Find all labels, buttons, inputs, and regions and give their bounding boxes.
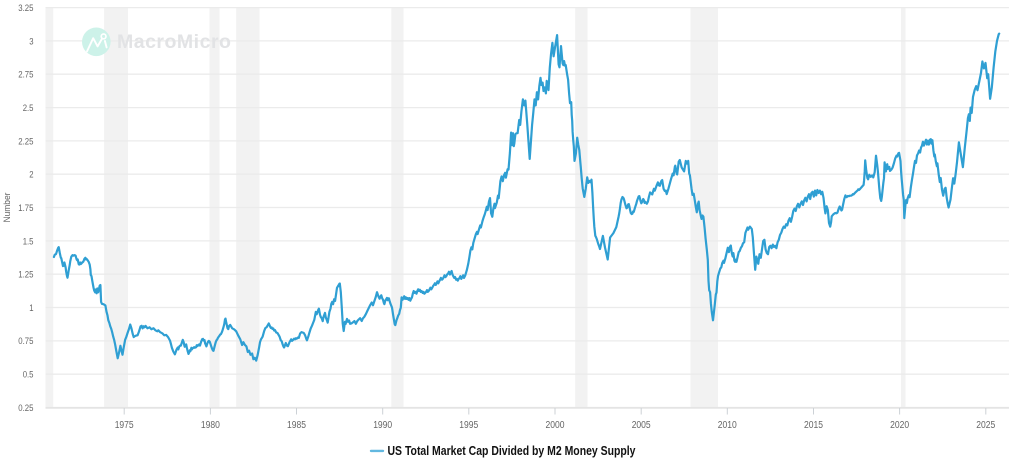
svg-text:1985: 1985 bbox=[287, 420, 306, 431]
svg-text:1.75: 1.75 bbox=[18, 203, 33, 213]
svg-text:1995: 1995 bbox=[459, 420, 478, 431]
svg-text:2020: 2020 bbox=[890, 420, 910, 431]
svg-text:1980: 1980 bbox=[201, 420, 221, 431]
svg-text:2005: 2005 bbox=[632, 420, 651, 431]
svg-text:0.25: 0.25 bbox=[18, 403, 33, 413]
svg-text:1.5: 1.5 bbox=[23, 236, 34, 246]
svg-text:US Total Market Cap Divided by: US Total Market Cap Divided by M2 Money … bbox=[388, 443, 637, 458]
svg-text:2010: 2010 bbox=[718, 420, 738, 431]
svg-text:2.5: 2.5 bbox=[23, 103, 34, 113]
svg-text:Number: Number bbox=[2, 193, 12, 223]
svg-text:0.75: 0.75 bbox=[18, 336, 33, 346]
svg-text:2: 2 bbox=[29, 170, 33, 180]
svg-text:2.25: 2.25 bbox=[18, 136, 33, 146]
svg-text:0.5: 0.5 bbox=[23, 370, 34, 380]
svg-text:2000: 2000 bbox=[546, 420, 566, 431]
svg-text:2015: 2015 bbox=[804, 420, 823, 431]
svg-text:1.25: 1.25 bbox=[18, 270, 33, 280]
svg-text:1: 1 bbox=[29, 303, 33, 313]
svg-text:MacroMicro: MacroMicro bbox=[117, 31, 231, 53]
svg-text:3.25: 3.25 bbox=[18, 3, 33, 13]
svg-text:3: 3 bbox=[29, 36, 33, 46]
svg-text:2.75: 2.75 bbox=[18, 70, 33, 80]
svg-text:2025: 2025 bbox=[976, 420, 995, 431]
svg-text:1990: 1990 bbox=[373, 420, 393, 431]
svg-text:1975: 1975 bbox=[115, 420, 134, 431]
